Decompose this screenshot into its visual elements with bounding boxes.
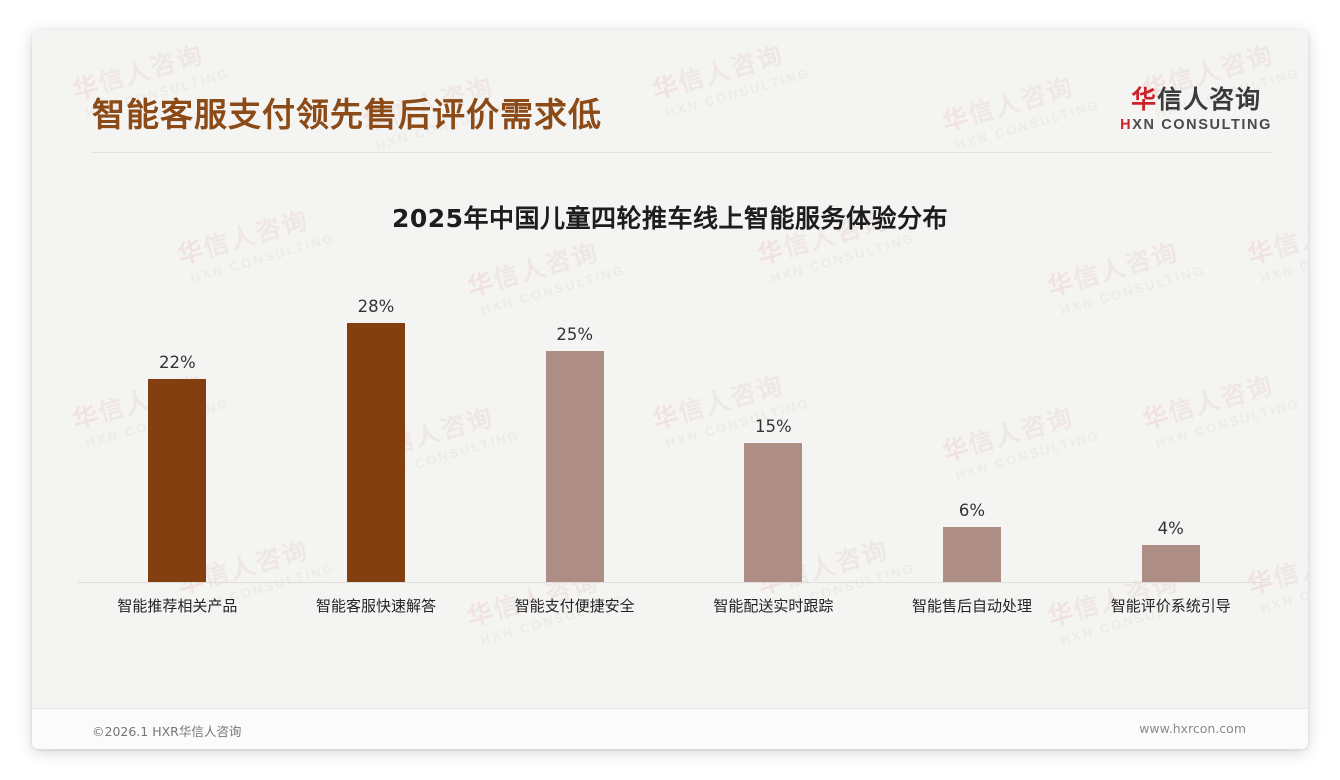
bar-slot[interactable]: 25% xyxy=(475,262,674,582)
brand-logo-chinese: 华信人咨询 xyxy=(1120,86,1272,114)
category-label: 智能售后自动处理 xyxy=(912,597,1033,615)
bar-rect[interactable] xyxy=(1141,545,1200,582)
bar-rect[interactable] xyxy=(347,323,405,582)
chart-plot-area: 22% 28% 25% 15% 6% 4% xyxy=(78,262,1270,583)
chart-title: 2025年中国儿童四轮推车线上智能服务体验分布 xyxy=(391,204,949,233)
bar-rect[interactable] xyxy=(148,378,207,582)
category-label: 智能配送实时跟踪 xyxy=(713,597,834,615)
bar-rect[interactable] xyxy=(545,350,604,582)
brand-logo-english-accent: H xyxy=(1120,116,1133,133)
bar-slot[interactable]: 28% xyxy=(277,262,476,582)
category-label: 智能评价系统引导 xyxy=(1110,597,1231,615)
bar-value-label: 28% xyxy=(357,297,395,316)
brand-logo-english-rest: XN CONSULTING xyxy=(1132,116,1272,133)
brand-logo-chinese-rest: 信人咨询 xyxy=(1157,85,1262,114)
bar-value-label: 22% xyxy=(158,352,196,372)
bar-slot[interactable]: 4% xyxy=(1071,262,1270,582)
slide-footer: ©2026.1 HXR华信人咨询 www.hxrcon.com xyxy=(32,708,1308,749)
bar-value-label: 6% xyxy=(958,500,986,520)
chart-area: 2025年中国儿童四轮推车线上智能服务体验分布 22% 28% 25% 15% 6% 4%… xyxy=(32,152,1308,627)
brand-logo-accent-char: 华 xyxy=(1131,85,1158,114)
brand-logo-english: HXN CONSULTING xyxy=(1120,117,1272,133)
bar-value-label: 4% xyxy=(1157,519,1184,538)
x-axis-tick-labels: 智能推荐相关产品 智能客服快速解答 智能支付便捷安全 智能配送实时跟踪 智能售后自动处理… xyxy=(78,595,1270,616)
header-divider xyxy=(92,152,1272,153)
x-axis-line xyxy=(78,582,1270,583)
bar-value-label: 15% xyxy=(755,417,792,437)
bar-slot[interactable]: 22% xyxy=(78,262,277,582)
bar-slot[interactable]: 6% xyxy=(873,262,1072,582)
bar-rect[interactable] xyxy=(943,526,1002,582)
slide-card: 华信人咨询 HXN CONSULTING 华信人咨询 HXN CONSULTING 华信… xyxy=(32,30,1308,749)
footer-copyright: ©2026.1 HXR华信人咨询 xyxy=(92,724,242,739)
category-label: 智能客服快速解答 xyxy=(316,597,437,615)
bar-rect[interactable] xyxy=(744,443,803,582)
page-title: 智能客服支付领先售后评价需求低 xyxy=(92,95,602,134)
bar-slot[interactable]: 15% xyxy=(674,262,873,582)
slide-header: 智能客服支付领先售后评价需求低 华信人咨询 HXN CONSULTING xyxy=(32,30,1308,152)
bar-value-label: 25% xyxy=(556,324,594,344)
category-label: 智能推荐相关产品 xyxy=(117,597,238,615)
category-label: 智能支付便捷安全 xyxy=(514,597,635,615)
bar-series: 22% 28% 25% 15% 6% 4% xyxy=(78,262,1270,582)
footer-website: www.hxrcon.com xyxy=(1139,721,1246,736)
brand-logo: 华信人咨询 HXN CONSULTING xyxy=(1120,86,1272,133)
